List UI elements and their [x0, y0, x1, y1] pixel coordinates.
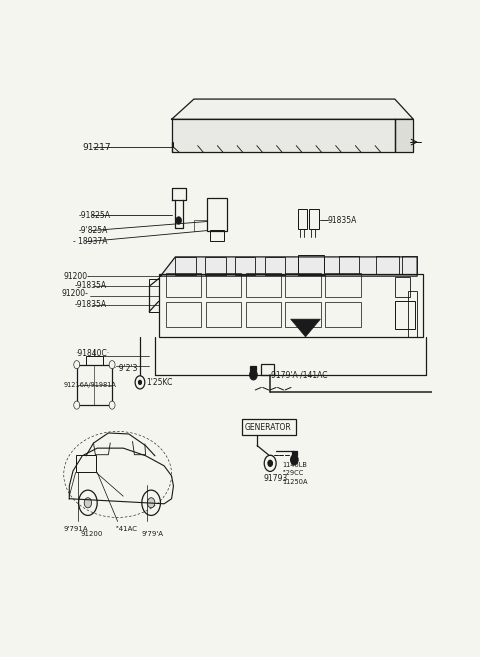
- Text: 1140LB: 1140LB: [282, 462, 307, 468]
- Bar: [309, 209, 319, 229]
- Bar: [339, 256, 360, 273]
- Bar: [206, 302, 241, 327]
- Bar: [286, 302, 321, 327]
- Text: -9'825A: -9'825A: [79, 226, 108, 235]
- Bar: [298, 209, 307, 229]
- Text: - 18937A: - 18937A: [73, 237, 108, 246]
- Text: ''41AC: ''41AC: [115, 526, 137, 532]
- Polygon shape: [160, 257, 417, 276]
- Text: · 9'2'3: · 9'2'3: [114, 364, 137, 373]
- Text: ·91840C·: ·91840C·: [75, 348, 109, 357]
- Circle shape: [84, 498, 92, 508]
- Polygon shape: [172, 120, 395, 152]
- Bar: [376, 256, 398, 273]
- Bar: [408, 291, 417, 337]
- Circle shape: [250, 370, 257, 380]
- Text: 11250A: 11250A: [282, 479, 308, 485]
- Polygon shape: [290, 319, 321, 337]
- Bar: [242, 419, 296, 436]
- Circle shape: [74, 401, 80, 409]
- Bar: [86, 355, 103, 365]
- Bar: [298, 255, 324, 275]
- Bar: [395, 302, 415, 329]
- Text: 91835A: 91835A: [328, 216, 357, 225]
- Text: -91835A: -91835A: [75, 300, 107, 309]
- Circle shape: [176, 217, 181, 224]
- Circle shape: [147, 498, 155, 508]
- Text: GENERATOR: GENERATOR: [244, 423, 291, 432]
- Bar: [235, 258, 255, 275]
- Bar: [77, 365, 112, 405]
- Bar: [210, 229, 224, 240]
- Text: -91825A: -91825A: [79, 211, 110, 220]
- Text: 91793: 91793: [264, 474, 288, 483]
- Text: 1'25KC: 1'25KC: [146, 378, 173, 387]
- Polygon shape: [172, 99, 413, 120]
- Polygon shape: [395, 120, 413, 152]
- Text: 91216A/91981A: 91216A/91981A: [64, 382, 117, 388]
- Text: 9179'A /141AC: 9179'A /141AC: [271, 371, 327, 379]
- Text: 9'79'A: 9'79'A: [141, 531, 163, 537]
- Text: 91200-: 91200-: [64, 271, 91, 281]
- Bar: [175, 258, 196, 275]
- Bar: [251, 366, 256, 370]
- Bar: [158, 273, 423, 337]
- Bar: [166, 302, 202, 327]
- Bar: [261, 364, 274, 374]
- Text: 91200-: 91200-: [62, 289, 89, 298]
- Text: ''29CC: ''29CC: [282, 470, 304, 476]
- Bar: [166, 273, 202, 298]
- Bar: [207, 198, 228, 231]
- Text: 91217: 91217: [83, 143, 111, 152]
- Bar: [149, 279, 158, 311]
- Bar: [246, 273, 281, 298]
- Bar: [205, 258, 226, 275]
- Bar: [395, 277, 410, 298]
- Text: 91200: 91200: [81, 531, 103, 537]
- Bar: [246, 302, 281, 327]
- Text: -91835A: -91835A: [75, 281, 107, 290]
- Bar: [286, 273, 321, 298]
- Bar: [402, 256, 417, 273]
- Text: 9'791A: 9'791A: [64, 526, 88, 532]
- Bar: [325, 273, 360, 298]
- Circle shape: [109, 361, 115, 369]
- Circle shape: [139, 380, 142, 384]
- Bar: [206, 273, 241, 298]
- Circle shape: [290, 455, 298, 465]
- Bar: [292, 451, 297, 455]
- Bar: [264, 258, 285, 275]
- Circle shape: [109, 401, 115, 409]
- Circle shape: [268, 461, 273, 466]
- Bar: [76, 455, 96, 472]
- Bar: [325, 302, 360, 327]
- Circle shape: [74, 361, 80, 369]
